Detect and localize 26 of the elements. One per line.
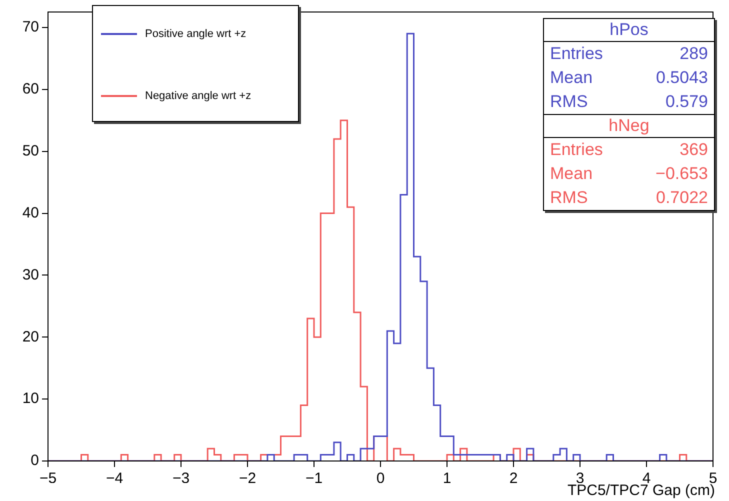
y-tick-label: 0 bbox=[30, 452, 39, 470]
text: Entries 289 bbox=[550, 44, 708, 63]
x-tick-label: 1 bbox=[442, 470, 452, 488]
x-tick-label: −4 bbox=[106, 470, 124, 488]
text: RMS 0.579 bbox=[550, 92, 708, 111]
text: Mean −0.653 bbox=[550, 164, 708, 183]
y-tick-label: 10 bbox=[22, 390, 39, 408]
text: Entries 369 bbox=[550, 140, 708, 159]
x-tick-label: −1 bbox=[305, 470, 323, 488]
annotation: hPos bbox=[544, 19, 714, 42]
x-tick-label: −2 bbox=[238, 470, 256, 488]
y-tick-label: 70 bbox=[22, 18, 39, 36]
x-tick-label: 0 bbox=[376, 470, 385, 488]
y-tick-label: 40 bbox=[22, 204, 39, 222]
y-tick-label: 50 bbox=[22, 142, 39, 160]
annotation: hNeg bbox=[544, 115, 714, 138]
y-tick-label: 20 bbox=[22, 328, 39, 346]
y-tick-label: 30 bbox=[22, 266, 39, 284]
legend-label: Negative angle wrt +z bbox=[145, 90, 252, 102]
x-tick-label: 2 bbox=[509, 470, 518, 488]
y-tick-label: 60 bbox=[22, 80, 39, 98]
legend-label: Positive angle wrt +z bbox=[145, 28, 246, 40]
x-tick-label: −5 bbox=[39, 470, 57, 488]
x-tick-label: −3 bbox=[172, 470, 190, 488]
text: RMS 0.7022 bbox=[550, 188, 708, 207]
text: Mean 0.5043 bbox=[550, 68, 708, 87]
